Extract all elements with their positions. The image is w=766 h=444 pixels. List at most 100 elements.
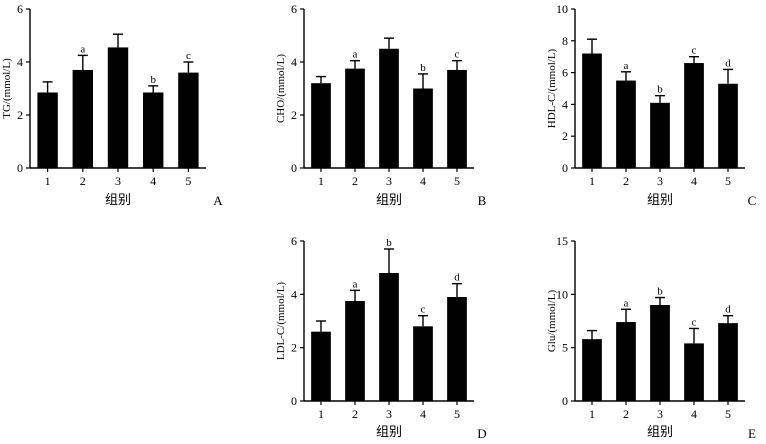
x-tick-label: 2 bbox=[352, 407, 358, 421]
panel-letter: B bbox=[478, 193, 487, 208]
x-tick-label: 5 bbox=[185, 174, 191, 188]
bar bbox=[650, 102, 670, 168]
significance-letter: a bbox=[80, 43, 85, 55]
y-tick-label: 6 bbox=[291, 2, 297, 16]
significance-letter: c bbox=[421, 304, 426, 316]
x-tick-label: 1 bbox=[589, 174, 595, 188]
x-tick-label: 5 bbox=[454, 407, 460, 421]
significance-letter: a bbox=[353, 49, 358, 61]
panel-letter: A bbox=[213, 193, 223, 208]
x-tick-label: 5 bbox=[725, 407, 731, 421]
panel-letter: E bbox=[748, 426, 756, 441]
x-axis-label: 组别 bbox=[647, 424, 673, 439]
y-tick-label: 2 bbox=[562, 129, 568, 143]
x-tick-label: 4 bbox=[420, 174, 426, 188]
y-tick-label: 2 bbox=[17, 108, 23, 122]
y-tick-label: 2 bbox=[291, 108, 297, 122]
x-tick-label: 4 bbox=[691, 407, 697, 421]
y-axis-label: TG/(mmol/L) bbox=[1, 58, 13, 119]
x-tick-label: 3 bbox=[657, 407, 663, 421]
bar bbox=[650, 305, 670, 401]
significance-letter: a bbox=[624, 60, 629, 72]
y-tick-label: 10 bbox=[556, 2, 568, 16]
y-tick-label: 0 bbox=[562, 394, 568, 408]
x-axis-label: 组别 bbox=[376, 192, 402, 207]
x-tick-label: 1 bbox=[45, 174, 51, 188]
bar bbox=[311, 83, 331, 168]
bar bbox=[684, 343, 704, 401]
chart-panel-d: 0 2 4 6 LDL-C/(mmol/L) 1 a 2 b 3 c 4 d 5 组别 D bbox=[275, 234, 487, 441]
y-tick-label: 6 bbox=[17, 2, 23, 16]
y-tick-label: 4 bbox=[17, 55, 23, 69]
bar bbox=[178, 72, 199, 168]
significance-letter: b bbox=[420, 62, 426, 74]
panel-letter: D bbox=[477, 426, 486, 441]
y-tick-label: 4 bbox=[291, 287, 297, 301]
x-tick-label: 3 bbox=[115, 174, 121, 188]
y-tick-label: 15 bbox=[556, 234, 568, 248]
y-tick-label: 0 bbox=[17, 161, 23, 175]
y-tick-label: 4 bbox=[562, 97, 568, 111]
x-tick-label: 3 bbox=[657, 174, 663, 188]
significance-letter: c bbox=[455, 49, 460, 61]
x-tick-label: 5 bbox=[725, 174, 731, 188]
panel-letter: C bbox=[748, 193, 757, 208]
y-tick-label: 6 bbox=[291, 234, 297, 248]
y-axis-label: Glu/(mmol/L) bbox=[546, 290, 558, 353]
significance-letter: b bbox=[657, 84, 663, 96]
significance-letter: c bbox=[186, 50, 191, 62]
bar bbox=[413, 88, 433, 168]
x-tick-label: 1 bbox=[318, 174, 324, 188]
y-axis-label: CHO/(mmol/L) bbox=[275, 54, 287, 123]
x-tick-label: 3 bbox=[386, 174, 392, 188]
y-tick-label: 10 bbox=[556, 287, 568, 301]
bar bbox=[718, 83, 738, 168]
y-tick-label: 5 bbox=[562, 341, 568, 355]
chart-panel-a: 0 2 4 6 TG/(mmol/L) 1 a 2 3 b 4 c 5 组别 A bbox=[1, 2, 223, 208]
bar bbox=[718, 323, 738, 401]
chart-panel-e: 0 5 10 15 Glu/(mmol/L) 1 a 2 b 3 c 4 d 5 组别 E bbox=[546, 234, 756, 441]
y-tick-label: 8 bbox=[562, 34, 568, 48]
bar bbox=[447, 297, 467, 401]
y-tick-label: 0 bbox=[291, 161, 297, 175]
bar bbox=[413, 326, 433, 401]
bar bbox=[72, 69, 94, 168]
significance-letter: c bbox=[692, 316, 697, 328]
bar bbox=[37, 92, 58, 168]
bar bbox=[582, 53, 602, 168]
x-tick-label: 2 bbox=[352, 174, 358, 188]
x-tick-label: 4 bbox=[691, 174, 697, 188]
bar bbox=[582, 339, 602, 401]
bar bbox=[142, 92, 164, 168]
x-tick-label: 5 bbox=[454, 174, 460, 188]
bar bbox=[684, 63, 704, 169]
x-tick-label: 4 bbox=[150, 174, 156, 188]
x-tick-label: 4 bbox=[420, 407, 426, 421]
x-tick-label: 2 bbox=[623, 407, 629, 421]
bar bbox=[311, 331, 331, 401]
significance-letter: d bbox=[725, 57, 731, 69]
x-tick-label: 2 bbox=[80, 174, 86, 188]
x-axis-label: 组别 bbox=[647, 192, 673, 207]
y-axis-label: LDL-C/(mmol/L) bbox=[275, 282, 287, 361]
bar bbox=[107, 47, 129, 168]
bar bbox=[345, 68, 365, 168]
significance-letter: a bbox=[624, 297, 629, 309]
y-tick-label: 4 bbox=[291, 55, 297, 69]
y-tick-label: 6 bbox=[562, 66, 568, 80]
y-tick-label: 0 bbox=[291, 394, 297, 408]
significance-letter: b bbox=[150, 74, 156, 86]
x-tick-label: 1 bbox=[318, 407, 324, 421]
significance-letter: d bbox=[454, 272, 460, 284]
significance-letter: b bbox=[386, 237, 392, 249]
y-axis-label: HDL-C/(mmol/L) bbox=[546, 48, 558, 128]
bar bbox=[447, 69, 467, 168]
bar bbox=[345, 301, 365, 401]
x-tick-label: 3 bbox=[386, 407, 392, 421]
significance-letter: d bbox=[725, 304, 731, 316]
y-tick-label: 0 bbox=[562, 161, 568, 175]
bar bbox=[616, 322, 636, 401]
chart-panel-b: 0 2 4 6 CHO/(mmol/L) 1 a 2 3 b 4 c 5 组别 B bbox=[275, 2, 487, 208]
x-tick-label: 1 bbox=[589, 407, 595, 421]
